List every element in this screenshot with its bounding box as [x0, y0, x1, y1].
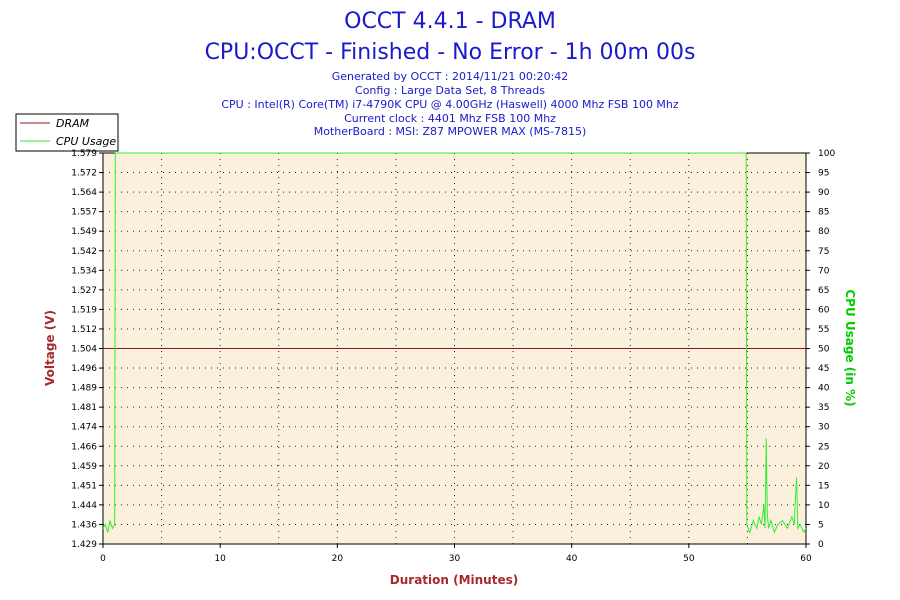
y2-axis-label: CPU Usage (in %) — [843, 289, 857, 406]
y-tick-label: 1.519 — [71, 305, 97, 315]
legend-dram-label: DRAM — [56, 117, 90, 130]
y2-tick-label: 85 — [818, 208, 829, 218]
info-motherboard: MotherBoard : MSI: Z87 MPOWER MAX (MS-78… — [314, 125, 587, 138]
y-tick-label: 1.579 — [71, 149, 97, 159]
y2-tick-label: 95 — [818, 169, 829, 179]
y2-tick-label: 75 — [818, 247, 829, 257]
x-axis: 0 10 20 30 40 50 60 — [100, 544, 812, 564]
y-tick-label: 1.572 — [71, 169, 97, 179]
info-config: Config : Large Data Set, 8 Threads — [355, 84, 545, 97]
legend: DRAM CPU Usage — [15, 113, 119, 152]
y-axis-right: 0 5 10 15 20 25 30 35 40 45 50 55 60 65 70 75 80 85 90 95 10… — [806, 149, 835, 550]
y2-tick-label: 45 — [818, 364, 829, 374]
y2-tick-label: 30 — [818, 423, 830, 433]
y2-tick-label: 60 — [818, 305, 830, 315]
y2-tick-label: 80 — [818, 227, 830, 237]
y-tick-label: 1.436 — [71, 520, 97, 530]
y2-tick-label: 55 — [818, 325, 829, 335]
y-tick-label: 1.466 — [71, 442, 97, 452]
y2-tick-label: 65 — [818, 286, 829, 296]
series-line-cpu-usage — [102, 152, 807, 534]
y-tick-label: 1.429 — [71, 540, 97, 550]
y2-tick-label: 0 — [818, 540, 824, 550]
x-tick-label: 40 — [566, 554, 578, 564]
y2-tick-label: 50 — [818, 345, 830, 355]
y2-tick-label: 15 — [818, 481, 829, 491]
legend-cpu-label: CPU Usage — [56, 135, 116, 148]
x-tick-label: 30 — [449, 554, 461, 564]
y-tick-label: 1.564 — [71, 188, 97, 198]
y-tick-label: 1.512 — [71, 325, 97, 335]
y-tick-label: 1.542 — [71, 247, 97, 257]
y-tick-label: 1.451 — [71, 481, 97, 491]
x-tick-label: 50 — [683, 554, 695, 564]
y-tick-label: 1.527 — [71, 286, 97, 296]
y2-tick-label: 10 — [818, 501, 830, 511]
series-group — [102, 152, 807, 534]
x-tick-label: 60 — [800, 554, 812, 564]
y-tick-label: 1.481 — [71, 403, 97, 413]
y-tick-label: 1.557 — [71, 208, 97, 218]
y-tick-label: 1.496 — [71, 364, 97, 374]
y-axis-label: Voltage (V) — [43, 310, 57, 386]
y2-tick-label: 25 — [818, 442, 829, 452]
y-tick-label: 1.489 — [71, 384, 97, 394]
chart-subtitle: CPU:OCCT - Finished - No Error - 1h 00m … — [205, 40, 696, 65]
y-tick-label: 1.474 — [71, 423, 97, 433]
info-cpu: CPU : Intel(R) Core(TM) i7-4790K CPU @ 4… — [221, 98, 679, 111]
y-tick-label: 1.504 — [71, 345, 97, 355]
x-tick-label: 10 — [214, 554, 226, 564]
y2-tick-label: 40 — [818, 384, 830, 394]
y2-tick-label: 35 — [818, 403, 829, 413]
chart-title: OCCT 4.4.1 - DRAM — [344, 9, 556, 34]
y-axis-left: 1.429 1.436 1.444 1.451 1.459 1.466 1.474 1.481… — [71, 149, 103, 550]
info-clock: Current clock : 4401 Mhz FSB 100 Mhz — [344, 112, 556, 125]
x-axis-label: Duration (Minutes) — [390, 573, 518, 587]
y-tick-label: 1.444 — [71, 501, 97, 511]
x-tick-label: 0 — [100, 554, 106, 564]
y2-tick-label: 20 — [818, 462, 830, 472]
y-tick-label: 1.534 — [71, 266, 97, 276]
y2-tick-label: 90 — [818, 188, 830, 198]
y2-tick-label: 5 — [818, 520, 824, 530]
y-tick-label: 1.549 — [71, 227, 97, 237]
x-tick-label: 20 — [332, 554, 344, 564]
y2-tick-label: 100 — [818, 149, 835, 159]
y2-tick-label: 70 — [818, 266, 830, 276]
info-generated: Generated by OCCT : 2014/11/21 00:20:42 — [332, 70, 569, 83]
y-tick-label: 1.459 — [71, 462, 97, 472]
